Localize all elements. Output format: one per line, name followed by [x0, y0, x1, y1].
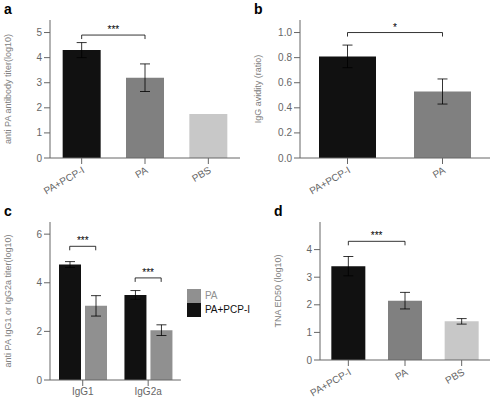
svg-text:PA+PCP-I: PA+PCP-I [308, 366, 353, 398]
svg-text:0.6: 0.6 [278, 77, 292, 88]
svg-text:1: 1 [36, 127, 42, 138]
svg-text:3: 3 [306, 272, 312, 283]
svg-text:1: 1 [306, 327, 312, 338]
svg-text:PA: PA [393, 366, 410, 382]
svg-text:TNA ED50 (log10): TNA ED50 (log10) [273, 254, 283, 327]
svg-text:0.2: 0.2 [278, 127, 292, 138]
html-text:b: b [254, 1, 263, 17]
svg-text:PA+PCP-I: PA+PCP-I [42, 164, 87, 196]
svg-text:IgG2a: IgG2a [135, 386, 163, 397]
svg-text:1.0: 1.0 [278, 27, 292, 38]
svg-text:anti PA antibody titer(log10): anti PA antibody titer(log10) [8, 34, 13, 144]
svg-text:4: 4 [36, 277, 42, 288]
svg-text:***: *** [107, 24, 119, 35]
html-text:d: d [274, 203, 283, 219]
html-text:c: c [4, 203, 12, 219]
svg-text:***: *** [77, 235, 89, 246]
svg-text:5: 5 [36, 27, 42, 38]
svg-text:2: 2 [36, 102, 42, 113]
svg-text:PA: PA [431, 164, 448, 180]
svg-text:6: 6 [36, 229, 42, 240]
svg-text:4: 4 [306, 244, 312, 255]
svg-text:IgG avidity (ratio): IgG avidity (ratio) [253, 55, 263, 124]
svg-text:*: * [393, 22, 397, 33]
svg-text:PBS: PBS [443, 366, 466, 386]
svg-text:PA: PA [133, 164, 150, 180]
svg-text:3: 3 [36, 77, 42, 88]
svg-text:PBS: PBS [190, 164, 213, 184]
svg-text:0: 0 [36, 153, 42, 164]
svg-text:0.0: 0.0 [278, 153, 292, 164]
svg-text:2: 2 [36, 326, 42, 337]
html-text:PA+PCP-I: PA+PCP-I [204, 303, 250, 315]
svg-text:IgG1: IgG1 [72, 386, 94, 397]
svg-text:0: 0 [36, 375, 42, 386]
svg-text:PA+PCP-I: PA+PCP-I [307, 164, 352, 196]
svg-text:***: *** [142, 267, 154, 278]
html-text:PA: PA [204, 289, 218, 301]
svg-text:0.8: 0.8 [278, 52, 292, 63]
html-text:a: a [4, 1, 12, 17]
svg-text:0.4: 0.4 [278, 102, 292, 113]
svg-text:2: 2 [306, 299, 312, 310]
svg-text:anti PA IgG1 or IgG2a titer(lo: anti PA IgG1 or IgG2a titer(log10) [8, 235, 13, 368]
svg-text:4: 4 [36, 52, 42, 63]
svg-text:0: 0 [306, 355, 312, 366]
svg-text:***: *** [371, 230, 383, 241]
